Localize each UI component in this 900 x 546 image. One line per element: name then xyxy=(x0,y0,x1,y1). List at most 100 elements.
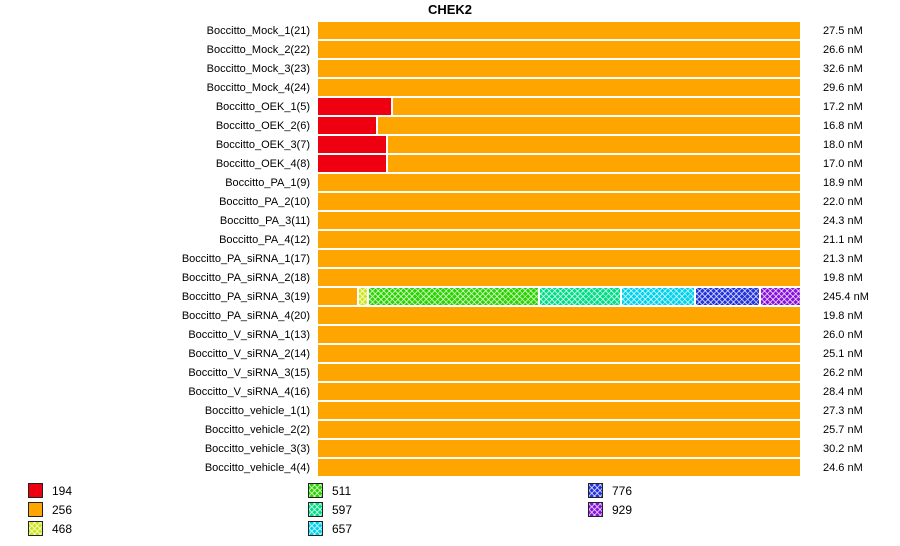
bar-segment-256 xyxy=(318,231,800,248)
row-value: 28.4 nM xyxy=(823,385,863,398)
bar xyxy=(318,345,800,362)
row-value: 27.5 nM xyxy=(823,24,863,37)
bar-segment-256 xyxy=(378,117,800,134)
row-value: 17.2 nM xyxy=(823,100,863,113)
chart-row: Boccitto_PA_2(10) 22.0 nM xyxy=(0,192,900,211)
chart-row: Boccitto_V_siRNA_1(13) 26.0 nM xyxy=(0,325,900,344)
bar-segment-194 xyxy=(318,98,393,115)
legend-item-597: 597 xyxy=(308,500,352,519)
chart-row: Boccitto_PA_siRNA_3(19) 245.4 nM xyxy=(0,287,900,306)
legend-label: 194 xyxy=(52,483,73,498)
bar-segment-929 xyxy=(761,288,800,305)
row-label: Boccitto_PA_siRNA_4(20) xyxy=(181,309,310,322)
legend-label: 657 xyxy=(332,521,353,536)
bar xyxy=(318,212,800,229)
row-value: 19.8 nM xyxy=(823,271,863,284)
row-label: Boccitto_V_siRNA_4(16) xyxy=(188,385,310,398)
bar-segment-194 xyxy=(318,136,388,153)
row-value: 25.1 nM xyxy=(823,347,863,360)
row-label: Boccitto_OEK_4(8) xyxy=(215,157,310,170)
legend-item-468: 468 xyxy=(28,519,72,538)
legend-item-776: 776 xyxy=(588,481,632,500)
chart-row: Boccitto_OEK_4(8) 17.0 nM xyxy=(0,154,900,173)
chart-row: Boccitto_PA_siRNA_2(18) 19.8 nM xyxy=(0,268,900,287)
bar-segment-256 xyxy=(387,136,800,153)
row-value: 25.7 nM xyxy=(823,423,863,436)
bar xyxy=(318,269,800,286)
bar-segment-256 xyxy=(318,364,800,381)
chart-row: Boccitto_vehicle_4(4) 24.6 nM xyxy=(0,458,900,477)
chart-row: Boccitto_V_siRNA_3(15) 26.2 nM xyxy=(0,363,900,382)
bar-segment-256 xyxy=(318,60,800,77)
legend-swatch-256 xyxy=(28,502,43,517)
legend-label: 929 xyxy=(612,502,633,517)
chart-row: Boccitto_OEK_3(7) 18.0 nM xyxy=(0,135,900,154)
row-label: Boccitto_Mock_2(22) xyxy=(206,43,310,56)
row-value: 245.4 nM xyxy=(823,290,869,303)
bar-segment-776 xyxy=(696,288,762,305)
row-label: Boccitto_OEK_3(7) xyxy=(215,138,310,151)
legend-column: 194 256 468 xyxy=(28,481,72,538)
bar-segment-256 xyxy=(392,98,800,115)
bar-segment-256 xyxy=(318,250,800,267)
legend-item-511: 511 xyxy=(308,481,352,500)
row-label: Boccitto_PA_2(10) xyxy=(219,195,310,208)
bar-segment-256 xyxy=(318,193,800,210)
bar-segment-256 xyxy=(318,421,800,438)
bar xyxy=(318,421,800,438)
bar xyxy=(318,231,800,248)
chart-row: Boccitto_OEK_2(6) 16.8 nM xyxy=(0,116,900,135)
legend-swatch-511 xyxy=(308,483,323,498)
bar-segment-657 xyxy=(621,288,697,305)
bar-segment-256 xyxy=(318,345,800,362)
row-label: Boccitto_Mock_1(21) xyxy=(206,24,310,37)
row-value: 24.3 nM xyxy=(823,214,863,227)
legend-item-657: 657 xyxy=(308,519,352,538)
bar xyxy=(318,22,800,39)
row-label: Boccitto_V_siRNA_2(14) xyxy=(188,347,310,360)
row-value: 22.0 nM xyxy=(823,195,863,208)
row-value: 21.1 nM xyxy=(823,233,863,246)
bar xyxy=(318,79,800,96)
chart-row: Boccitto_vehicle_2(2) 25.7 nM xyxy=(0,420,900,439)
row-value: 27.3 nM xyxy=(823,404,863,417)
row-value: 21.3 nM xyxy=(823,252,863,265)
bar-segment-256 xyxy=(387,155,800,172)
bar xyxy=(318,288,800,305)
row-label: Boccitto_vehicle_4(4) xyxy=(204,461,310,474)
chart-row: Boccitto_Mock_2(22) 26.6 nM xyxy=(0,40,900,59)
legend-item-194: 194 xyxy=(28,481,72,500)
bar-segment-256 xyxy=(318,326,800,343)
row-label: Boccitto_Mock_4(24) xyxy=(206,81,310,94)
bar xyxy=(318,459,800,476)
chart-row: Boccitto_V_siRNA_2(14) 25.1 nM xyxy=(0,344,900,363)
legend-item-929: 929 xyxy=(588,500,632,519)
bar xyxy=(318,193,800,210)
chart-row: Boccitto_PA_3(11) 24.3 nM xyxy=(0,211,900,230)
row-value: 26.0 nM xyxy=(823,328,863,341)
row-label: Boccitto_OEK_2(6) xyxy=(215,119,310,132)
bar-segment-256 xyxy=(318,307,800,324)
bar-segment-256 xyxy=(318,79,800,96)
chart-row: Boccitto_PA_siRNA_4(20) 19.8 nM xyxy=(0,306,900,325)
bar xyxy=(318,402,800,419)
row-value: 32.6 nM xyxy=(823,62,863,75)
bar-segment-511 xyxy=(368,288,540,305)
row-value: 24.6 nM xyxy=(823,461,863,474)
bar-segment-194 xyxy=(318,117,379,134)
legend-label: 511 xyxy=(332,483,352,498)
bar-segment-468 xyxy=(358,288,369,305)
legend: 194 256 468 511 597 657 776 929 xyxy=(0,481,900,545)
bar xyxy=(318,250,800,267)
row-label: Boccitto_V_siRNA_1(13) xyxy=(188,328,310,341)
row-label: Boccitto_PA_4(12) xyxy=(219,233,310,246)
chart-row: Boccitto_vehicle_3(3) 30.2 nM xyxy=(0,439,900,458)
row-label: Boccitto_V_siRNA_3(15) xyxy=(188,366,310,379)
bar xyxy=(318,174,800,191)
row-label: Boccitto_Mock_3(23) xyxy=(206,62,310,75)
row-label: Boccitto_PA_siRNA_3(19) xyxy=(181,290,310,303)
row-label: Boccitto_PA_siRNA_2(18) xyxy=(181,271,310,284)
row-value: 29.6 nM xyxy=(823,81,863,94)
legend-swatch-776 xyxy=(588,483,603,498)
